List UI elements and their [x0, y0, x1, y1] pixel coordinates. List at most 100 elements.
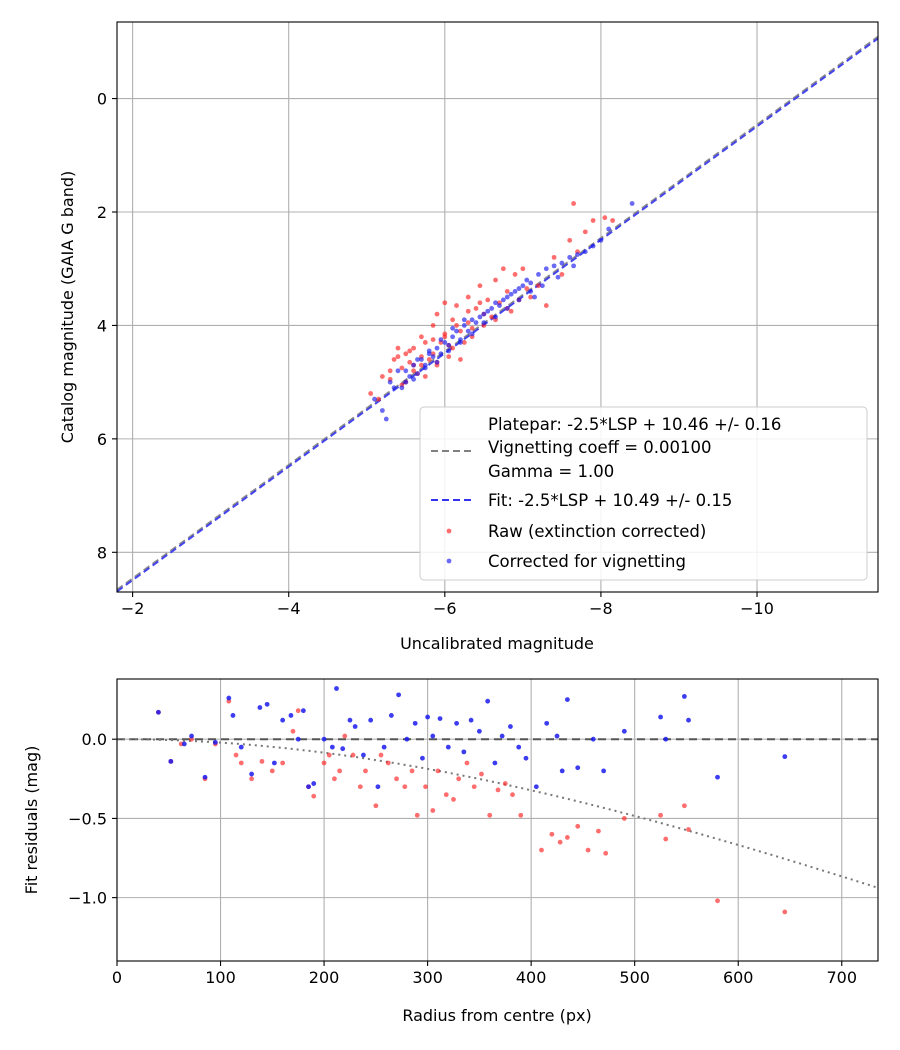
residuals-corrected-point: [375, 784, 381, 790]
residuals-corrected-point: [544, 720, 550, 726]
residuals-raw-point: [342, 733, 348, 739]
residuals-raw-point: [518, 812, 524, 818]
calibration-corrected-point: [504, 294, 510, 300]
calibration-raw-point: [524, 286, 530, 291]
residuals-corrected-point: [181, 741, 187, 747]
calibration-corrected-point: [442, 340, 448, 345]
residuals-corrected-point: [238, 744, 244, 750]
residuals-raw-point: [575, 823, 581, 829]
residuals-corrected-point: [381, 744, 387, 750]
calibration-corrected-point: [493, 300, 498, 306]
calibration-corrected-point: [383, 416, 389, 422]
residuals-grid: [116, 679, 878, 961]
calibration-corrected-point: [469, 331, 475, 337]
calibration-raw-point: [454, 323, 459, 328]
residuals-corrected-point: [621, 728, 627, 734]
calibration-corrected-point: [438, 351, 444, 357]
residuals-raw-point: [402, 784, 408, 790]
calibration-corrected-point: [426, 348, 432, 354]
residuals-corrected-point: [396, 692, 402, 698]
residuals-corrected-point: [437, 716, 443, 722]
calibration-raw-point: [399, 365, 405, 371]
residuals-raw-point: [686, 827, 691, 832]
calibration-corrected-point: [473, 320, 479, 325]
residuals-x-tick-label: 300: [412, 968, 443, 987]
residuals-raw-point: [715, 898, 720, 904]
residuals-corrected-point: [249, 771, 254, 777]
legend-entry-fit: Fit: -2.5*LSP + 10.49 +/- 0.15: [488, 491, 732, 510]
residuals-corrected-point: [412, 720, 418, 726]
residuals-corrected-point: [306, 784, 311, 790]
residuals-corrected-point: [575, 765, 581, 771]
calibration-raw-point: [395, 354, 401, 360]
residuals-raw-point: [337, 768, 343, 774]
calibration-raw-point: [391, 357, 397, 362]
calibration-raw-point: [446, 354, 452, 360]
residuals-raw-point: [290, 728, 296, 734]
residuals-corrected-point: [388, 713, 394, 718]
residuals-corrected-point: [295, 736, 301, 742]
residuals-x-tick-label: 200: [309, 968, 340, 987]
calibration-raw-point: [582, 229, 588, 235]
residuals-corrected-point: [280, 717, 286, 723]
residuals-corrected-point: [311, 781, 317, 786]
calibration-raw-point: [411, 368, 416, 374]
calibration-raw-point: [454, 303, 459, 308]
calibration-raw-point: [590, 218, 596, 223]
calibration-plot-frame: [116, 21, 879, 593]
residuals-raw-point: [414, 812, 420, 818]
residuals-y-tick-label: 0.0: [82, 730, 107, 749]
calibration-corrected-point: [567, 254, 573, 260]
residuals-corrected-point: [554, 733, 560, 739]
residuals-corrected-point: [430, 733, 436, 739]
residuals-corrected-point: [156, 709, 161, 715]
residuals-corrected-point: [499, 733, 505, 739]
residuals-corrected-point: [492, 760, 498, 766]
residuals-corrected-point: [559, 768, 565, 774]
calibration-corrected-point: [403, 379, 409, 385]
calibration-raw-point: [520, 266, 526, 272]
residuals-x-tick-label: 700: [826, 968, 857, 987]
calibration-raw-point: [450, 317, 456, 323]
residuals-corrected-point: [445, 744, 451, 750]
residuals-corrected-point: [329, 744, 335, 750]
calibration-corrected-point: [458, 340, 463, 345]
calibration-raw-point: [430, 337, 436, 343]
legend-entry-corrected: Corrected for vignetting: [488, 552, 686, 571]
calibration-corrected-point: [395, 368, 401, 374]
residuals-raw-point: [409, 768, 415, 774]
calibration-raw-point: [422, 374, 428, 379]
residuals-raw-point: [430, 808, 436, 813]
residuals-corrected-point: [601, 768, 607, 774]
residuals-corrected-point: [347, 717, 353, 723]
calibration-platepar-line: [116, 35, 879, 591]
residuals-raw-point: [435, 768, 441, 774]
calibration-corrected-point: [504, 306, 510, 311]
calibration-raw-point: [419, 362, 424, 368]
calibration-corrected-point: [582, 249, 588, 255]
residuals-raw-point: [373, 803, 379, 809]
calibration-raw-point: [407, 348, 413, 354]
residuals-raw-point: [471, 784, 477, 790]
residuals-corrected-point: [404, 736, 410, 742]
calibration-corrected-point: [524, 277, 530, 283]
residuals-raw-point: [539, 847, 544, 853]
calibration-raw-point: [477, 283, 483, 289]
residuals-x-tick-label: 500: [619, 968, 650, 987]
legend-marker-corrected: [446, 558, 452, 564]
calibration-corrected-point: [536, 271, 541, 277]
calibration-corrected-point: [387, 379, 393, 385]
residuals-corrected-point: [226, 695, 232, 701]
calibration-corrected-point: [481, 320, 487, 325]
calibration-y-tick-label: 8: [97, 543, 107, 562]
calibration-corrected-point: [461, 317, 467, 323]
calibration-raw-point: [395, 345, 401, 351]
calibration-y-tick-label: 2: [97, 203, 107, 222]
calibration-points: [368, 201, 635, 422]
calibration-raw-point: [458, 328, 463, 334]
residuals-corrected-point: [468, 717, 474, 723]
calibration-raw-point: [403, 351, 409, 357]
calibration-corrected-point: [481, 311, 487, 317]
calibration-raw-point: [504, 289, 510, 294]
